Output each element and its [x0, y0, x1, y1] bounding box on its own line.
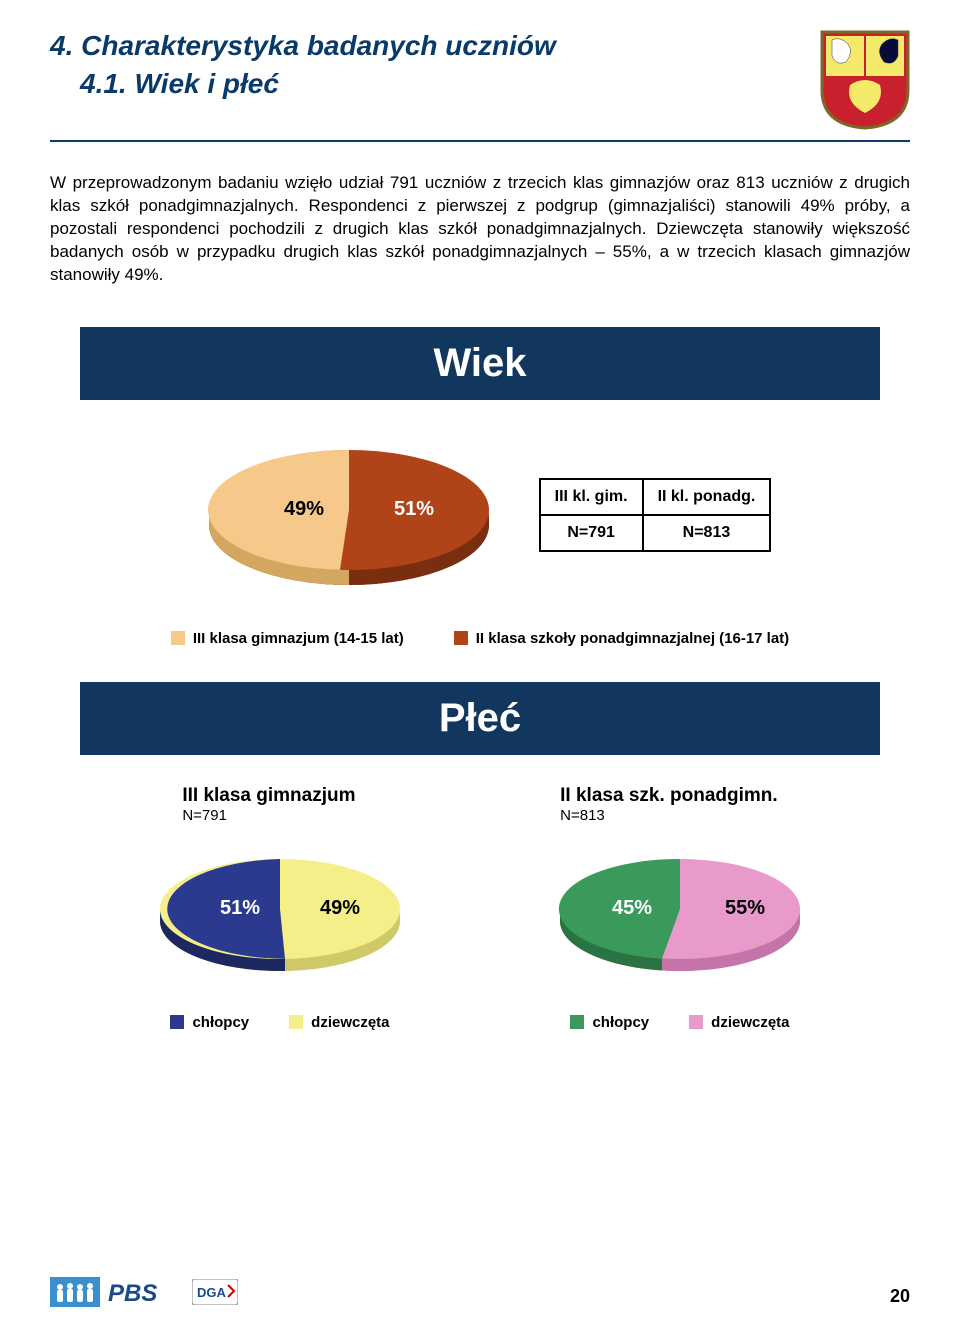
plec-subheaders: III klasa gimnazjum N=791 II klasa szk. … [80, 785, 880, 824]
legend-swatch [454, 631, 468, 645]
svg-text:55%: 55% [725, 897, 765, 919]
legend-label: chłopcy [592, 1014, 649, 1031]
wiek-legend: III klasa gimnazjum (14-15 lat) II klasa… [50, 630, 910, 647]
legend-swatch [170, 1015, 184, 1029]
plec-left-legend: chłopcy dziewczęta [170, 1014, 389, 1031]
plec-pies: 51% 49% 45% 55% [80, 839, 880, 989]
wiek-pie: 49% 51% [189, 430, 509, 600]
cell-iii-gim: III kl. gim. [540, 479, 643, 515]
footer-logos: PBS DGA [50, 1277, 238, 1307]
title-block: 4. Charakterystyka badanych uczniów 4.1.… [50, 30, 820, 100]
coat-of-arms-icon [820, 30, 910, 130]
legend-item: dziewczęta [289, 1014, 389, 1031]
wiek-info-table: III kl. gim. II kl. ponadg. N=791 N=813 [539, 478, 772, 552]
page-header: 4. Charakterystyka badanych uczniów 4.1.… [50, 30, 910, 130]
table-row: III kl. gim. II kl. ponadg. [540, 479, 771, 515]
table-row: N=791 N=813 [540, 515, 771, 551]
svg-text:49%: 49% [284, 498, 324, 520]
svg-text:51%: 51% [220, 897, 260, 919]
page-footer: PBS DGA 20 [50, 1277, 910, 1307]
plec-left-label: III klasa gimnazjum [182, 785, 355, 807]
section-title: 4. Charakterystyka badanych uczniów [50, 30, 820, 62]
plec-legends: chłopcy dziewczęta chłopcy dziewczęta [80, 1014, 880, 1031]
legend-label: dziewczęta [711, 1014, 789, 1031]
legend-swatch [570, 1015, 584, 1029]
plec-right-header: II klasa szk. ponadgimn. N=813 [560, 785, 778, 824]
legend-item: III klasa gimnazjum (14-15 lat) [171, 630, 404, 647]
people-icon [50, 1277, 100, 1307]
legend-swatch [171, 631, 185, 645]
svg-text:45%: 45% [612, 897, 652, 919]
wiek-title-bar: Wiek [80, 327, 880, 400]
header-rule [50, 140, 910, 142]
page-number: 20 [890, 1286, 910, 1307]
svg-text:PBS: PBS [108, 1280, 157, 1307]
svg-text:49%: 49% [320, 897, 360, 919]
legend-label: chłopcy [192, 1014, 249, 1031]
legend-swatch [289, 1015, 303, 1029]
cell-n813: N=813 [643, 515, 771, 551]
plec-title-bar: Płeć [80, 682, 880, 755]
cell-ii-ponadg: II kl. ponadg. [643, 479, 771, 515]
plec-left-n: N=791 [182, 807, 355, 824]
legend-label: III klasa gimnazjum (14-15 lat) [193, 630, 404, 647]
plec-left-header: III klasa gimnazjum N=791 [182, 785, 355, 824]
plec-right-label: II klasa szk. ponadgimn. [560, 785, 778, 807]
svg-text:DGA: DGA [197, 1285, 227, 1300]
cell-n791: N=791 [540, 515, 643, 551]
legend-item: II klasa szkoły ponadgimnazjalnej (16-17… [454, 630, 789, 647]
pbs-logo-icon: PBS [106, 1277, 186, 1307]
subsection-title: 4.1. Wiek i płeć [80, 68, 820, 100]
legend-item: chłopcy [170, 1014, 249, 1031]
body-paragraph: W przeprowadzonym badaniu wzięło udział … [50, 172, 910, 287]
plec-right-legend: chłopcy dziewczęta [570, 1014, 789, 1031]
plec-right-n: N=813 [560, 807, 778, 824]
plec-right-pie: 45% 55% [540, 839, 820, 989]
legend-swatch [689, 1015, 703, 1029]
legend-label: dziewczęta [311, 1014, 389, 1031]
plec-left-pie: 51% 49% [140, 839, 420, 989]
dga-logo-icon: DGA [192, 1279, 238, 1305]
legend-label: II klasa szkoły ponadgimnazjalnej (16-17… [476, 630, 789, 647]
legend-item: dziewczęta [689, 1014, 789, 1031]
legend-item: chłopcy [570, 1014, 649, 1031]
wiek-row: 49% 51% III kl. gim. II kl. ponadg. N=79… [50, 430, 910, 600]
svg-text:51%: 51% [394, 498, 434, 520]
